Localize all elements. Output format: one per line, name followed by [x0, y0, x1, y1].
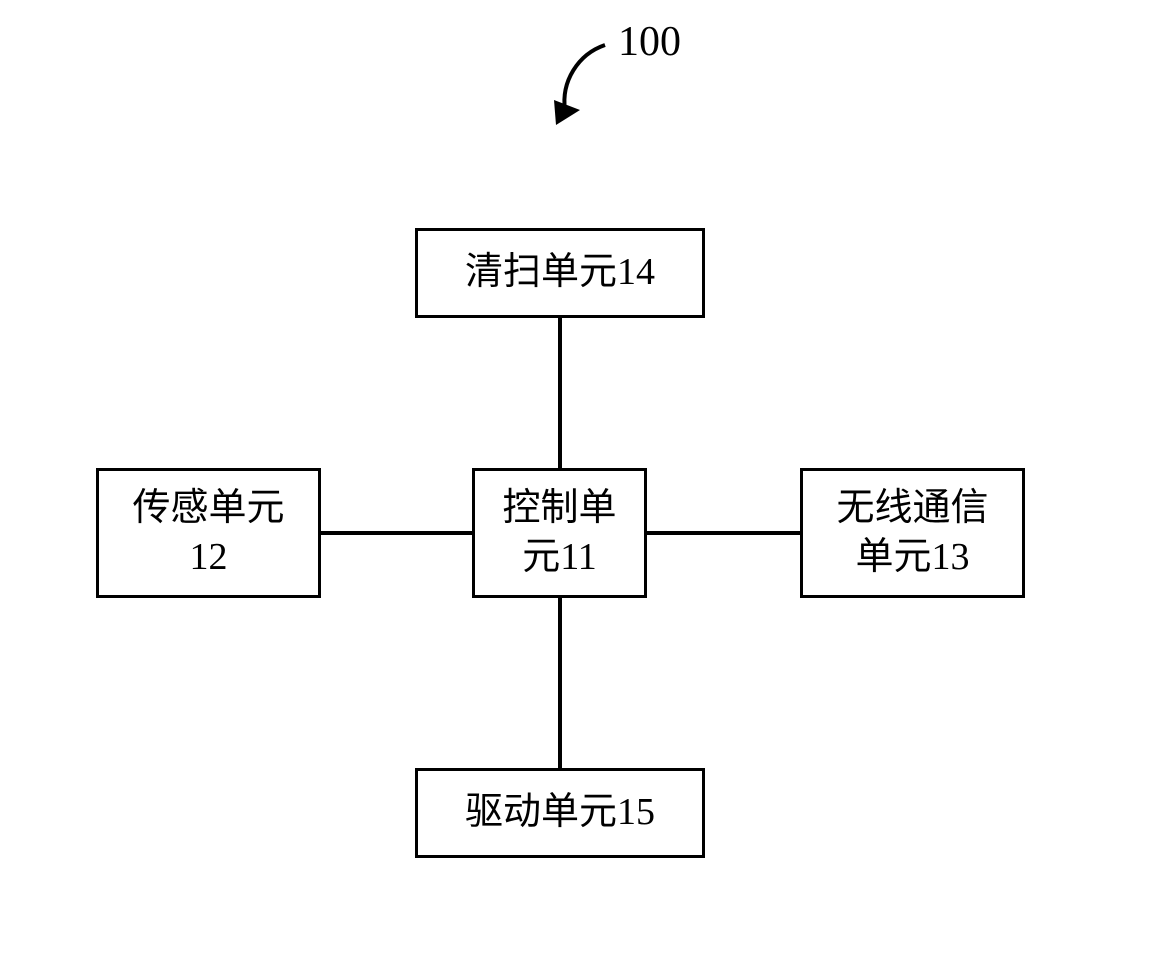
node-label: 控制单 元11 [502, 484, 616, 583]
edge-center-bottom [558, 598, 562, 768]
edge-top-center [558, 318, 562, 468]
edge-center-right [647, 531, 800, 535]
node-wireless-unit: 无线通信 单元13 [800, 468, 1025, 598]
node-label: 驱动单元15 [465, 788, 655, 837]
reference-number-label: 100 [618, 18, 681, 66]
reference-arrow-icon [530, 30, 630, 140]
node-label: 传感单元 12 [132, 484, 284, 583]
node-label: 无线通信 单元13 [836, 484, 988, 583]
block-diagram: 100 清扫单元14 传感单元 12 控制单 元11 无线通信 单元13 驱动单… [0, 0, 1175, 977]
node-control-unit: 控制单 元11 [472, 468, 647, 598]
node-sensor-unit: 传感单元 12 [96, 468, 321, 598]
node-drive-unit: 驱动单元15 [415, 768, 705, 858]
edge-left-center [321, 531, 472, 535]
node-cleaning-unit: 清扫单元14 [415, 228, 705, 318]
node-label: 清扫单元14 [465, 248, 655, 297]
